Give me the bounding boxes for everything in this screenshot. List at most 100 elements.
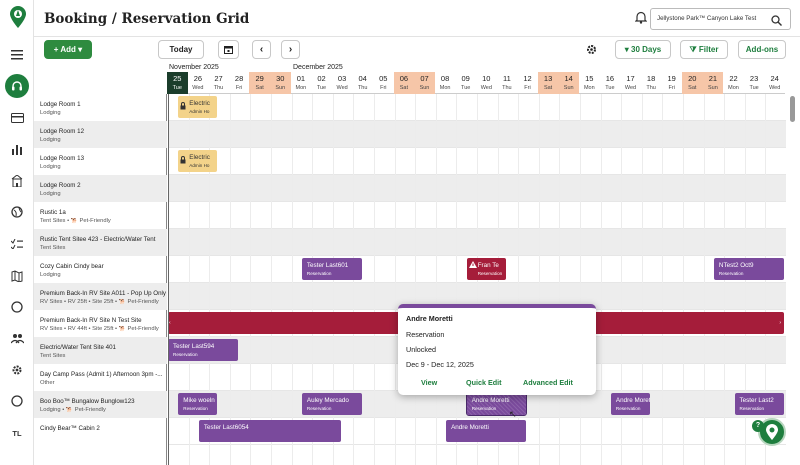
reservation-grid[interactable]: Electric Admin Ho Electric Admin Ho Tester L… (168, 94, 786, 465)
site-row[interactable]: Lodge Room 12 Lodging (34, 121, 167, 148)
date-column-13[interactable]: 08 Mon (435, 72, 456, 94)
circle-icon[interactable] (6, 390, 28, 412)
reservation-bar[interactable]: Auley Mercado Reservation (301, 393, 362, 415)
date-column-24[interactable]: 19 Fri (661, 72, 682, 94)
site-row[interactable]: Cindy Bear™ Cabin 2 (34, 418, 167, 445)
reservation-bar[interactable]: Andre Moretti (446, 420, 527, 442)
date-column-23[interactable]: 18 Thu (641, 72, 662, 94)
scrollbar[interactable] (790, 96, 795, 122)
reservation-bar[interactable]: Tester Last601 Reservation (301, 258, 362, 280)
calendar-button[interactable] (218, 40, 239, 59)
site-row[interactable]: Lodge Room 1 Lodging (34, 94, 167, 121)
date-column-29[interactable]: 24 Wed (764, 72, 785, 94)
help-question-icon[interactable]: ? (752, 420, 764, 432)
date-column-10[interactable]: 05 Fri (373, 72, 394, 94)
grid-line (538, 94, 540, 465)
site-name: Lodge Room 13 (40, 155, 85, 162)
date-column-12[interactable]: 07 Sun (414, 72, 435, 94)
toolbar: + Add ▾ Today ‹ › ▾ 30 Days ⧩ Filter Add… (34, 37, 800, 64)
headset-icon[interactable] (5, 74, 29, 98)
menu-icon[interactable] (6, 44, 28, 66)
users-icon[interactable] (6, 327, 28, 349)
reservation-subtitle: Reservation (718, 271, 744, 276)
grid-settings-button[interactable] (584, 40, 599, 59)
date-column-3[interactable]: 28 Fri (229, 72, 250, 94)
date-column-6[interactable]: 01 Mon (291, 72, 312, 94)
card-icon[interactable] (6, 107, 28, 129)
advanced-edit-link[interactable]: Advanced Edit (523, 378, 573, 387)
reservation-bar[interactable]: Tester Last6054 (198, 420, 342, 442)
reservation-bar[interactable]: Tester Last594 Reservation (168, 339, 239, 361)
date-column-16[interactable]: 11 Thu (497, 72, 518, 94)
cursor-icon: ↖ (509, 409, 517, 419)
weekday: Tue (461, 85, 471, 91)
settings-icon[interactable] (6, 359, 28, 381)
filter-button[interactable]: ⧩ Filter (680, 40, 728, 59)
range-dropdown[interactable]: ▾ 30 Days (615, 40, 671, 59)
date-column-27[interactable]: 22 Mon (723, 72, 744, 94)
date-column-11[interactable]: 06 Sat (393, 72, 415, 94)
reservation-bar[interactable]: Mike woeln Reservation (178, 393, 218, 415)
date-column-17[interactable]: 12 Fri (517, 72, 538, 94)
site-row[interactable]: Premium Back-In RV Site A011 - Pop Up On… (34, 283, 167, 310)
date-column-18[interactable]: 13 Sat (537, 72, 559, 94)
site-row[interactable]: Lodge Room 2 Lodging (34, 175, 167, 202)
reservation-bar[interactable]: Fran Te Reservation (466, 258, 506, 280)
day-number: 21 (708, 74, 718, 83)
reservation-bar[interactable]: Electric Admin Ho (178, 96, 218, 118)
site-row[interactable]: Rustic 1a Tent Sites • 🐕 Pet-Friendly (34, 202, 167, 229)
globe-icon[interactable] (6, 201, 28, 223)
date-column-26[interactable]: 21 Sun (702, 72, 724, 94)
prev-button[interactable]: ‹ (252, 40, 271, 59)
avatar[interactable]: TL (12, 428, 22, 438)
next-button[interactable]: › (281, 40, 300, 59)
date-column-22[interactable]: 17 Wed (620, 72, 641, 94)
site-name: Electric/Water Tent Site 401 (40, 344, 117, 351)
map-icon[interactable] (6, 265, 28, 287)
site-row[interactable]: Premium Back-In RV Site N Test Site RV Si… (34, 310, 167, 337)
add-button[interactable]: + Add ▾ (44, 40, 92, 59)
date-column-0[interactable]: 25 Tue (167, 72, 188, 94)
today-button[interactable]: Today (158, 40, 204, 59)
date-column-9[interactable]: 04 Thu (352, 72, 373, 94)
search-icon[interactable] (771, 13, 783, 26)
reservation-guest: Tester Last6054 (203, 424, 249, 431)
day-number: 03 (337, 74, 347, 83)
addons-button[interactable]: Add-ons (738, 40, 786, 59)
date-column-7[interactable]: 02 Tue (311, 72, 332, 94)
reservation-bar[interactable]: Tester Last2 Reservation (734, 393, 784, 415)
date-column-2[interactable]: 27 Thu (208, 72, 229, 94)
logo-icon[interactable] (7, 6, 29, 28)
site-row[interactable]: Lodge Room 13 Lodging (34, 148, 167, 175)
reservation-bar[interactable]: Andre Moretti Reservation (465, 392, 528, 416)
reservation-guest: Andre Moretti (471, 397, 510, 404)
chart-icon[interactable] (6, 138, 28, 160)
date-column-15[interactable]: 10 Wed (476, 72, 497, 94)
bell-icon[interactable] (634, 11, 649, 25)
building-icon[interactable] (6, 170, 28, 192)
site-row[interactable]: Rustic Tent Sitee 423 - Electric/Water T… (34, 229, 167, 256)
date-column-14[interactable]: 09 Tue (455, 72, 476, 94)
site-row[interactable]: Day Camp Pass (Admit 1) Afternoon 3pm -.… (34, 364, 167, 391)
date-column-1[interactable]: 26 Wed (188, 72, 209, 94)
day-number: 25 (173, 74, 182, 83)
date-column-8[interactable]: 03 Wed (332, 72, 353, 94)
view-link[interactable]: View (421, 378, 438, 387)
date-column-20[interactable]: 15 Mon (579, 72, 600, 94)
date-column-21[interactable]: 16 Tue (600, 72, 621, 94)
quick-edit-link[interactable]: Quick Edit (466, 378, 502, 387)
date-column-5[interactable]: 30 Sun (270, 72, 291, 94)
date-column-19[interactable]: 14 Sun (558, 72, 579, 94)
checklist-icon[interactable] (6, 233, 28, 255)
park-selector[interactable]: Jellystone Park™ Canyon Lake Test (650, 8, 791, 30)
circle-icon[interactable] (6, 296, 28, 318)
date-column-4[interactable]: 29 Sat (249, 72, 270, 94)
reservation-bar[interactable]: Andre Moretti Reservation (610, 393, 651, 415)
site-row[interactable]: Boo Boo™ Bungalow Bunglow123 Lodging • 🐕 … (34, 391, 167, 418)
date-column-25[interactable]: 20 Sat (682, 72, 703, 94)
date-column-28[interactable]: 23 Tue (744, 72, 765, 94)
reservation-bar[interactable]: Electric Admin Ho (178, 150, 218, 172)
reservation-bar[interactable]: NTest2 Oct9 Reservation (713, 258, 784, 280)
site-row[interactable]: Cozy Cabin Cindy bear Lodging (34, 256, 167, 283)
site-row[interactable]: Electric/Water Tent Site 401 Tent Sites (34, 337, 167, 364)
